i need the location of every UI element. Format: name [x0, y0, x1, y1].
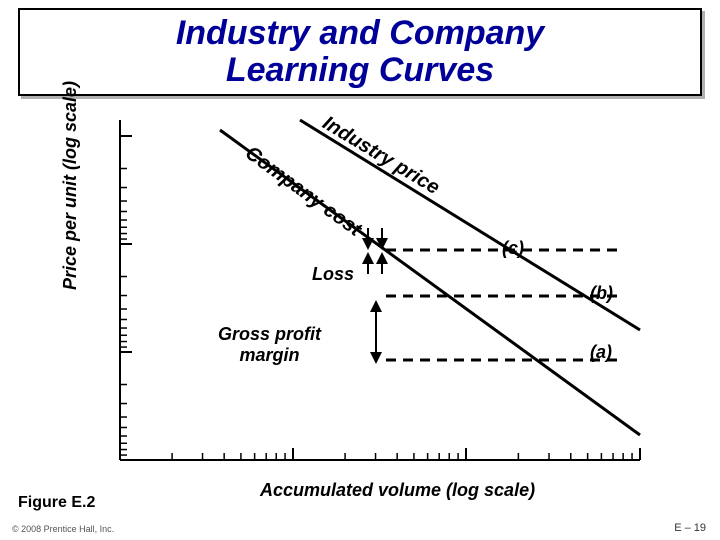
figure-label: Figure E.2 [18, 494, 95, 512]
point-b: (b) [590, 283, 613, 304]
x-axis-label: Accumulated volume (log scale) [260, 480, 535, 501]
loss-label: Loss [312, 264, 354, 285]
page-number: E – 19 [674, 522, 706, 534]
chart: Industry price Company cost Loss Gross p… [120, 120, 640, 460]
title-line-2: Learning Curves [226, 51, 494, 89]
title-line-1: Industry and Company [176, 14, 544, 52]
gross-profit-label: Gross profit margin [218, 324, 321, 365]
point-a: (a) [590, 342, 612, 363]
point-c: (c) [502, 238, 524, 259]
gross-profit-line-2: margin [240, 345, 300, 365]
copyright: © 2008 Prentice Hall, Inc. [12, 524, 114, 534]
chart-svg [120, 120, 640, 460]
page-title: Industry and Company Learning Curves [176, 15, 544, 90]
gross-profit-line-1: Gross profit [218, 324, 321, 344]
y-axis-label: Price per unit (log scale) [60, 81, 81, 290]
title-box: Industry and Company Learning Curves [18, 8, 702, 96]
